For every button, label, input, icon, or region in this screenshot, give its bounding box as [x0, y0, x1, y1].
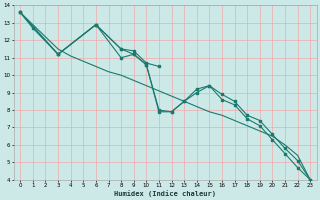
X-axis label: Humidex (Indice chaleur): Humidex (Indice chaleur) — [114, 190, 216, 197]
